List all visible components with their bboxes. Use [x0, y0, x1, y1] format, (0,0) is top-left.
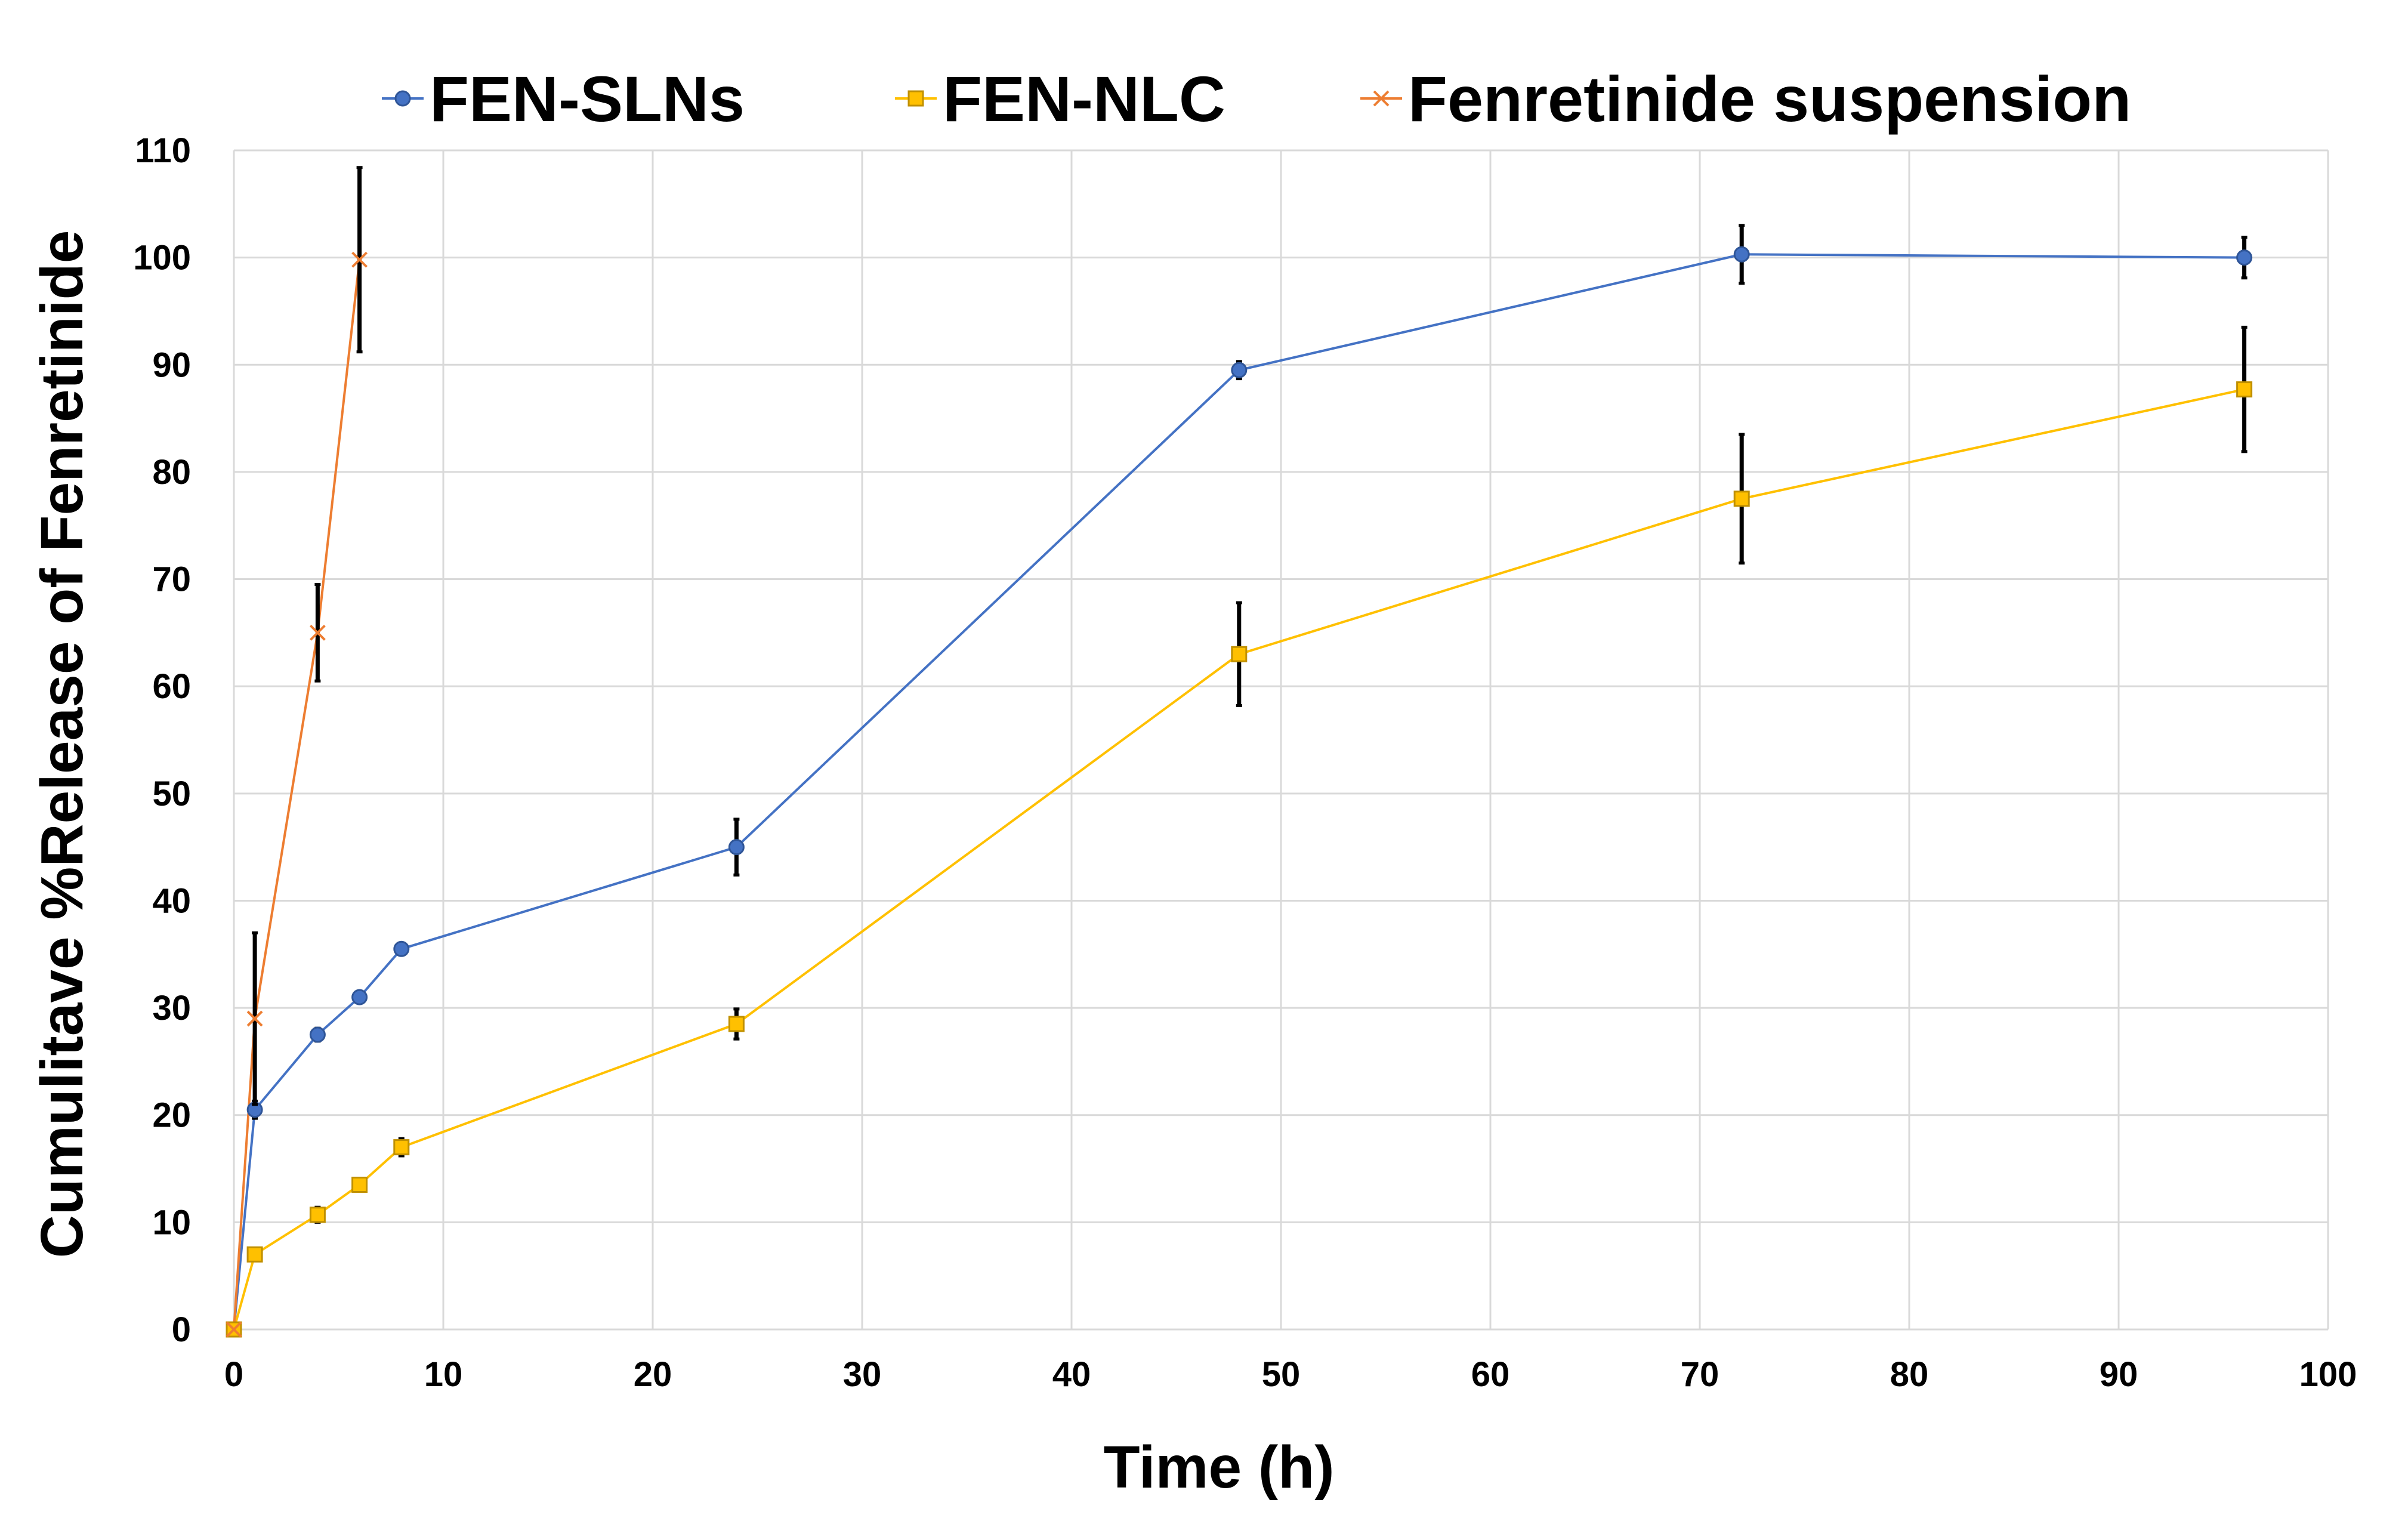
y-tick-label: 80 [152, 453, 191, 492]
legend: FEN-SLNs FEN-NLC Fenretinide suspension [382, 63, 2131, 135]
data-point [393, 940, 410, 957]
legend-swatch-marker [394, 90, 411, 107]
legend-swatch-marker [907, 90, 924, 107]
legend-item-1: FEN-NLC [895, 63, 1225, 135]
legend-item-2: Fenretinide suspension [1360, 63, 2131, 135]
series-2-points [226, 166, 368, 1338]
data-point [2236, 249, 2253, 266]
gridlines [233, 149, 2329, 1331]
series-1-points [226, 325, 2253, 1338]
data-point [1733, 246, 1750, 263]
x-tick-label: 60 [1471, 1355, 1510, 1394]
x-tick-label: 70 [1681, 1355, 1719, 1394]
legend-label: FEN-NLC [943, 63, 1225, 135]
series-0-points [226, 224, 2253, 1338]
x-tick-label: 10 [424, 1355, 463, 1394]
x-tick-label: 100 [2299, 1355, 2357, 1394]
y-tick-label: 20 [152, 1096, 191, 1135]
data-point [246, 1010, 263, 1027]
data-point [393, 1139, 410, 1156]
x-tick-label: 90 [2100, 1355, 2138, 1394]
data-point [226, 1321, 242, 1338]
data-point [1231, 362, 1248, 378]
x-tick-label: 50 [1262, 1355, 1301, 1394]
axes: 0 10 20 30 40 50 60 70 80 90 100 0 10 20 30 40 50 60 70 80 9… [133, 131, 2357, 1394]
data-point [246, 1246, 263, 1263]
y-tick-label: 90 [152, 345, 191, 384]
x-tick-label: 20 [634, 1355, 672, 1394]
legend-swatch-marker [1373, 90, 1390, 107]
legend-label: FEN-SLNs [430, 63, 745, 135]
data-point [309, 1207, 326, 1223]
y-tick-label: 50 [152, 775, 191, 813]
data-point [309, 1026, 326, 1043]
y-tick-label: 30 [152, 989, 191, 1028]
data-point [309, 624, 326, 641]
data-point [728, 1016, 745, 1032]
y-tick-label: 70 [152, 560, 191, 599]
data-point [1231, 646, 1248, 662]
data-point [351, 251, 368, 268]
series-group [226, 166, 2253, 1338]
y-tick-label: 0 [172, 1310, 191, 1349]
data-point [351, 1176, 368, 1193]
y-axis-title: Cumulitave %Release of Fenretinide [29, 230, 95, 1258]
data-point [351, 989, 368, 1005]
data-point [728, 839, 745, 856]
data-point [2236, 381, 2253, 398]
x-axis-title: Time (h) [1103, 1434, 1334, 1501]
x-tick-label: 0 [224, 1355, 243, 1394]
y-tick-label: 60 [152, 667, 191, 706]
y-tick-label: 10 [152, 1203, 191, 1242]
legend-label: Fenretinide suspension [1408, 63, 2131, 135]
y-tick-label: 100 [133, 239, 191, 277]
data-point [1733, 490, 1750, 507]
x-tick-label: 40 [1052, 1355, 1091, 1394]
y-tick-label: 40 [152, 881, 191, 920]
x-tick-label: 30 [843, 1355, 882, 1394]
series-2 [233, 260, 361, 1330]
y-tick-label: 110 [135, 131, 191, 170]
series-line [233, 260, 361, 1330]
x-tick-label: 80 [1890, 1355, 1929, 1394]
legend-item-0: FEN-SLNs [382, 63, 745, 135]
